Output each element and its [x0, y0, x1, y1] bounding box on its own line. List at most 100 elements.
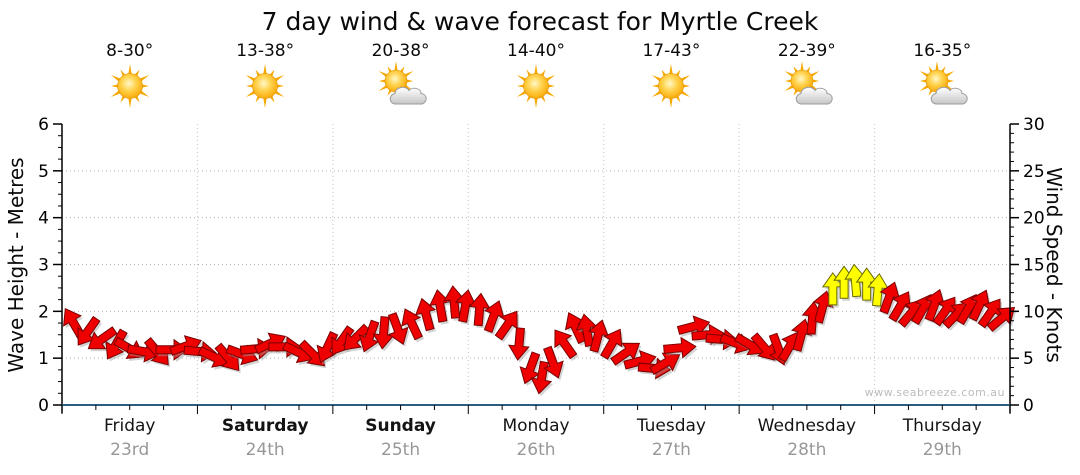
day-name-label: Sunday [365, 416, 436, 436]
wind-arrow [663, 336, 697, 359]
sun-ray [784, 71, 795, 78]
sun-ray [403, 71, 413, 78]
day-date-label: 24th [245, 440, 285, 460]
right-axis-tick-label: 0 [1023, 396, 1034, 416]
wind-arrow [543, 345, 564, 379]
wind-arrow [554, 329, 578, 360]
wind-arrow [358, 319, 380, 353]
sun-ray [935, 62, 939, 72]
left-axis-tick-label: 1 [38, 349, 49, 369]
sun-ray [800, 62, 804, 72]
wind-arrow [812, 290, 834, 324]
sun-ray [378, 79, 386, 83]
temp-range-label: 8-30° [106, 41, 154, 61]
wind-arrow [87, 326, 118, 350]
sun-ray [263, 64, 268, 76]
day-date-label: 25th [381, 440, 421, 460]
sun-icon [110, 64, 149, 108]
right-axis-tick-label: 30 [1023, 115, 1045, 135]
sun-ray [378, 84, 388, 91]
sun-ray [127, 64, 132, 76]
wind-arrow [791, 318, 813, 352]
wind-arrow [649, 352, 681, 375]
sun-ray [140, 84, 149, 88]
sun-cloud-icon [919, 62, 968, 105]
sun-ray [920, 79, 928, 83]
day-name-label: Friday [103, 416, 156, 436]
wind-arrow [600, 328, 623, 360]
sun-icon [246, 64, 285, 108]
left-axis-tick-label: 2 [38, 302, 49, 322]
right-axis-tick-label: 15 [1023, 256, 1045, 276]
wind-arrow [414, 297, 437, 332]
left-axis-tick-label: 5 [38, 162, 49, 182]
day-name-label: Tuesday [636, 416, 706, 436]
sun-ray [919, 84, 930, 91]
sun-icon [516, 64, 556, 108]
left-axis-tick-label: 3 [38, 256, 49, 276]
wind-arrow [387, 312, 409, 345]
day-name-label: Saturday [221, 416, 309, 436]
sun-ray [393, 62, 398, 72]
temp-range-label: 20-38° [371, 41, 430, 61]
left-axis-tick-label: 6 [38, 115, 49, 135]
sun-ray [811, 79, 819, 83]
right-axis-tick-label: 5 [1023, 349, 1034, 369]
day-name-label: Thursday [902, 416, 982, 436]
temp-range-label: 17-43° [642, 41, 701, 61]
sun-ray [784, 84, 795, 91]
temp-range-label: 22-39° [777, 41, 836, 61]
left-axis-tick-label: 4 [38, 209, 49, 229]
sun-ray [919, 71, 930, 78]
sun-ray [947, 79, 955, 83]
right-axis-tick-label: 10 [1023, 302, 1045, 322]
sun-disc [116, 73, 143, 99]
day-name-label: Wednesday [757, 416, 857, 436]
day-date-label: 23rd [110, 440, 150, 460]
sun-icon [652, 64, 691, 108]
day-name-label: Monday [502, 416, 570, 436]
temp-range-label: 14-40° [507, 41, 565, 61]
sun-disc [523, 73, 549, 99]
wind-arrow [429, 289, 451, 323]
sun-ray [127, 96, 132, 108]
sun-ray [517, 84, 526, 88]
sun-cloud-icon [378, 62, 427, 105]
cloud [795, 86, 833, 105]
sun-cloud-icon [784, 62, 833, 105]
right-axis-tick-label: 25 [1023, 162, 1045, 182]
day-date-label: 26th [516, 440, 556, 460]
sun-ray [944, 71, 955, 78]
sun-ray [246, 84, 255, 88]
right-axis-tick-label: 20 [1023, 209, 1045, 229]
sun-ray [534, 64, 538, 76]
sun-ray [378, 71, 388, 78]
day-date-label: 28th [787, 440, 827, 460]
day-date-label: 29th [922, 440, 962, 460]
sun-ray [682, 84, 691, 88]
wind-arrow [401, 308, 423, 341]
sun-disc [252, 73, 278, 99]
page-title: 7 day wind & wave forecast for Myrtle Cr… [261, 7, 819, 36]
sun-ray [669, 96, 674, 108]
sun-ray [809, 71, 820, 78]
temp-range-label: 13-38° [236, 41, 295, 61]
sun-ray [110, 84, 119, 88]
watermark: www.seabreeze.com.au [864, 386, 1005, 399]
wind-arrow [343, 323, 371, 351]
sun-ray [263, 96, 268, 108]
wind-arrow [508, 327, 530, 361]
sun-ray [784, 79, 792, 83]
cloud [389, 86, 427, 105]
sun-ray [405, 79, 413, 83]
sun-disc [658, 73, 685, 99]
sun-ray [669, 64, 674, 76]
day-date-label: 27th [651, 440, 691, 460]
sun-ray [652, 84, 661, 88]
sun-ray [546, 84, 555, 88]
cloud [931, 86, 968, 105]
left-axis-tick-label: 0 [38, 396, 49, 416]
sun-ray [275, 84, 285, 88]
